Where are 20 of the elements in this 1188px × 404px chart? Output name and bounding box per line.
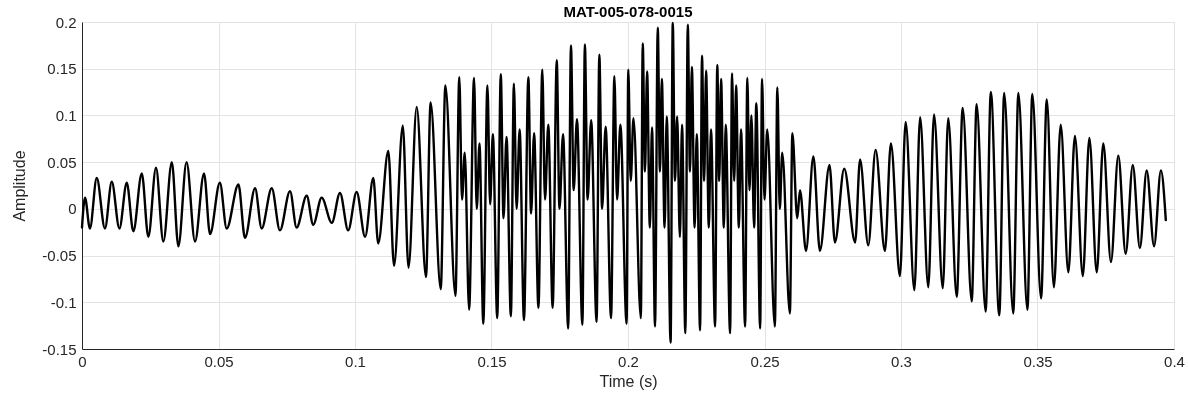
y-tick-label: 0.2 <box>55 13 77 31</box>
x-tick-label: 0.3 <box>891 352 912 370</box>
chart-title: MAT-005-078-0015 <box>563 3 693 20</box>
y-tick-label: 0.15 <box>47 60 77 78</box>
y-axis-title: Amplitude <box>11 150 29 222</box>
line-series <box>80 21 1168 344</box>
x-tick-label: 0.35 <box>1023 352 1053 370</box>
y-tick-label: -0.15 <box>42 340 77 358</box>
x-tick-label: 0.1 <box>345 352 366 370</box>
x-tick-label: 0.15 <box>477 352 507 370</box>
x-axis-title: Time (s) <box>599 372 658 390</box>
x-tick-label: 0.4 <box>1164 352 1185 370</box>
y-tick-label: 0 <box>68 200 77 218</box>
y-tick-label: 0.1 <box>55 106 77 124</box>
y-tick-label: -0.05 <box>42 247 77 265</box>
y-tick-label: 0.05 <box>47 153 77 171</box>
x-tick-label: 0.05 <box>204 352 234 370</box>
x-tick-label: 0.2 <box>618 352 639 370</box>
y-tick-label: -0.1 <box>50 293 77 311</box>
x-tick-label: 0.25 <box>750 352 780 370</box>
